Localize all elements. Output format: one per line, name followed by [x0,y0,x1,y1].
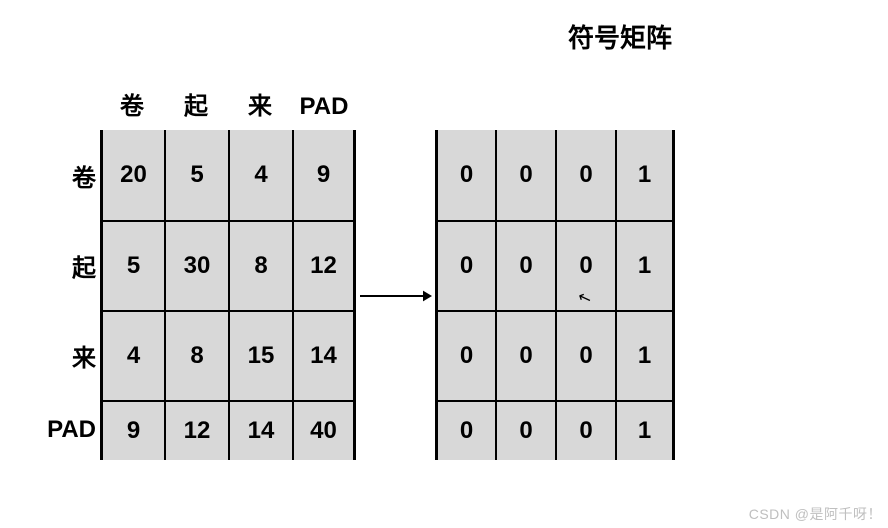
right-matrix-cell: 0 [555,220,615,310]
row-header: 卷 [30,130,104,220]
left-matrix-cell: 14 [292,310,356,400]
left-matrix-cell: 20 [100,130,164,220]
left-matrix-cell: 9 [100,400,164,460]
right-matrix: 0001000100010001 [435,130,675,460]
title-sign-matrix: 符号矩阵 [520,18,720,55]
right-matrix-cell: 0 [495,220,555,310]
col-header: 卷 [100,90,164,124]
right-matrix-cell: 1 [615,400,675,460]
right-matrix-cell: 1 [615,130,675,220]
left-matrix-cell: 8 [228,220,292,310]
right-matrix-cell: 0 [435,130,495,220]
left-matrix-cell: 9 [292,130,356,220]
right-matrix-cell: 0 [555,130,615,220]
col-header: 起 [164,90,228,124]
left-matrix-cell: 4 [228,130,292,220]
left-matrix-cell: 8 [164,310,228,400]
right-matrix-cell: 0 [495,310,555,400]
right-matrix-cell: 1 [615,310,675,400]
left-matrix-row-headers: 卷起来PAD [30,130,96,460]
left-matrix-col-headers: 卷起来PAD [100,90,356,124]
watermark-text: CSDN @是阿千呀！ [749,504,882,524]
left-matrix-cell: 40 [292,400,356,460]
arrow-icon [349,285,443,307]
right-matrix-cell: 0 [495,400,555,460]
right-matrix-cell: 0 [555,310,615,400]
left-matrix: 205495308124815149121440 [100,130,356,460]
left-matrix-cell: 15 [228,310,292,400]
left-matrix-cell: 12 [164,400,228,460]
row-header: 来 [30,310,104,400]
right-matrix-cell: 0 [435,220,495,310]
left-matrix-cell: 12 [292,220,356,310]
right-matrix-cell: 0 [555,400,615,460]
row-header: 起 [30,220,104,310]
left-matrix-cell: 5 [164,130,228,220]
right-matrix-cell: 0 [435,400,495,460]
row-header: PAD [30,400,104,460]
left-matrix-cell: 14 [228,400,292,460]
left-matrix-cell: 5 [100,220,164,310]
col-header: PAD [292,90,356,124]
left-matrix-cell: 4 [100,310,164,400]
right-matrix-cell: 1 [615,220,675,310]
left-matrix-cell: 30 [164,220,228,310]
right-matrix-cell: 0 [435,310,495,400]
col-header: 来 [228,90,292,124]
right-matrix-cell: 0 [495,130,555,220]
